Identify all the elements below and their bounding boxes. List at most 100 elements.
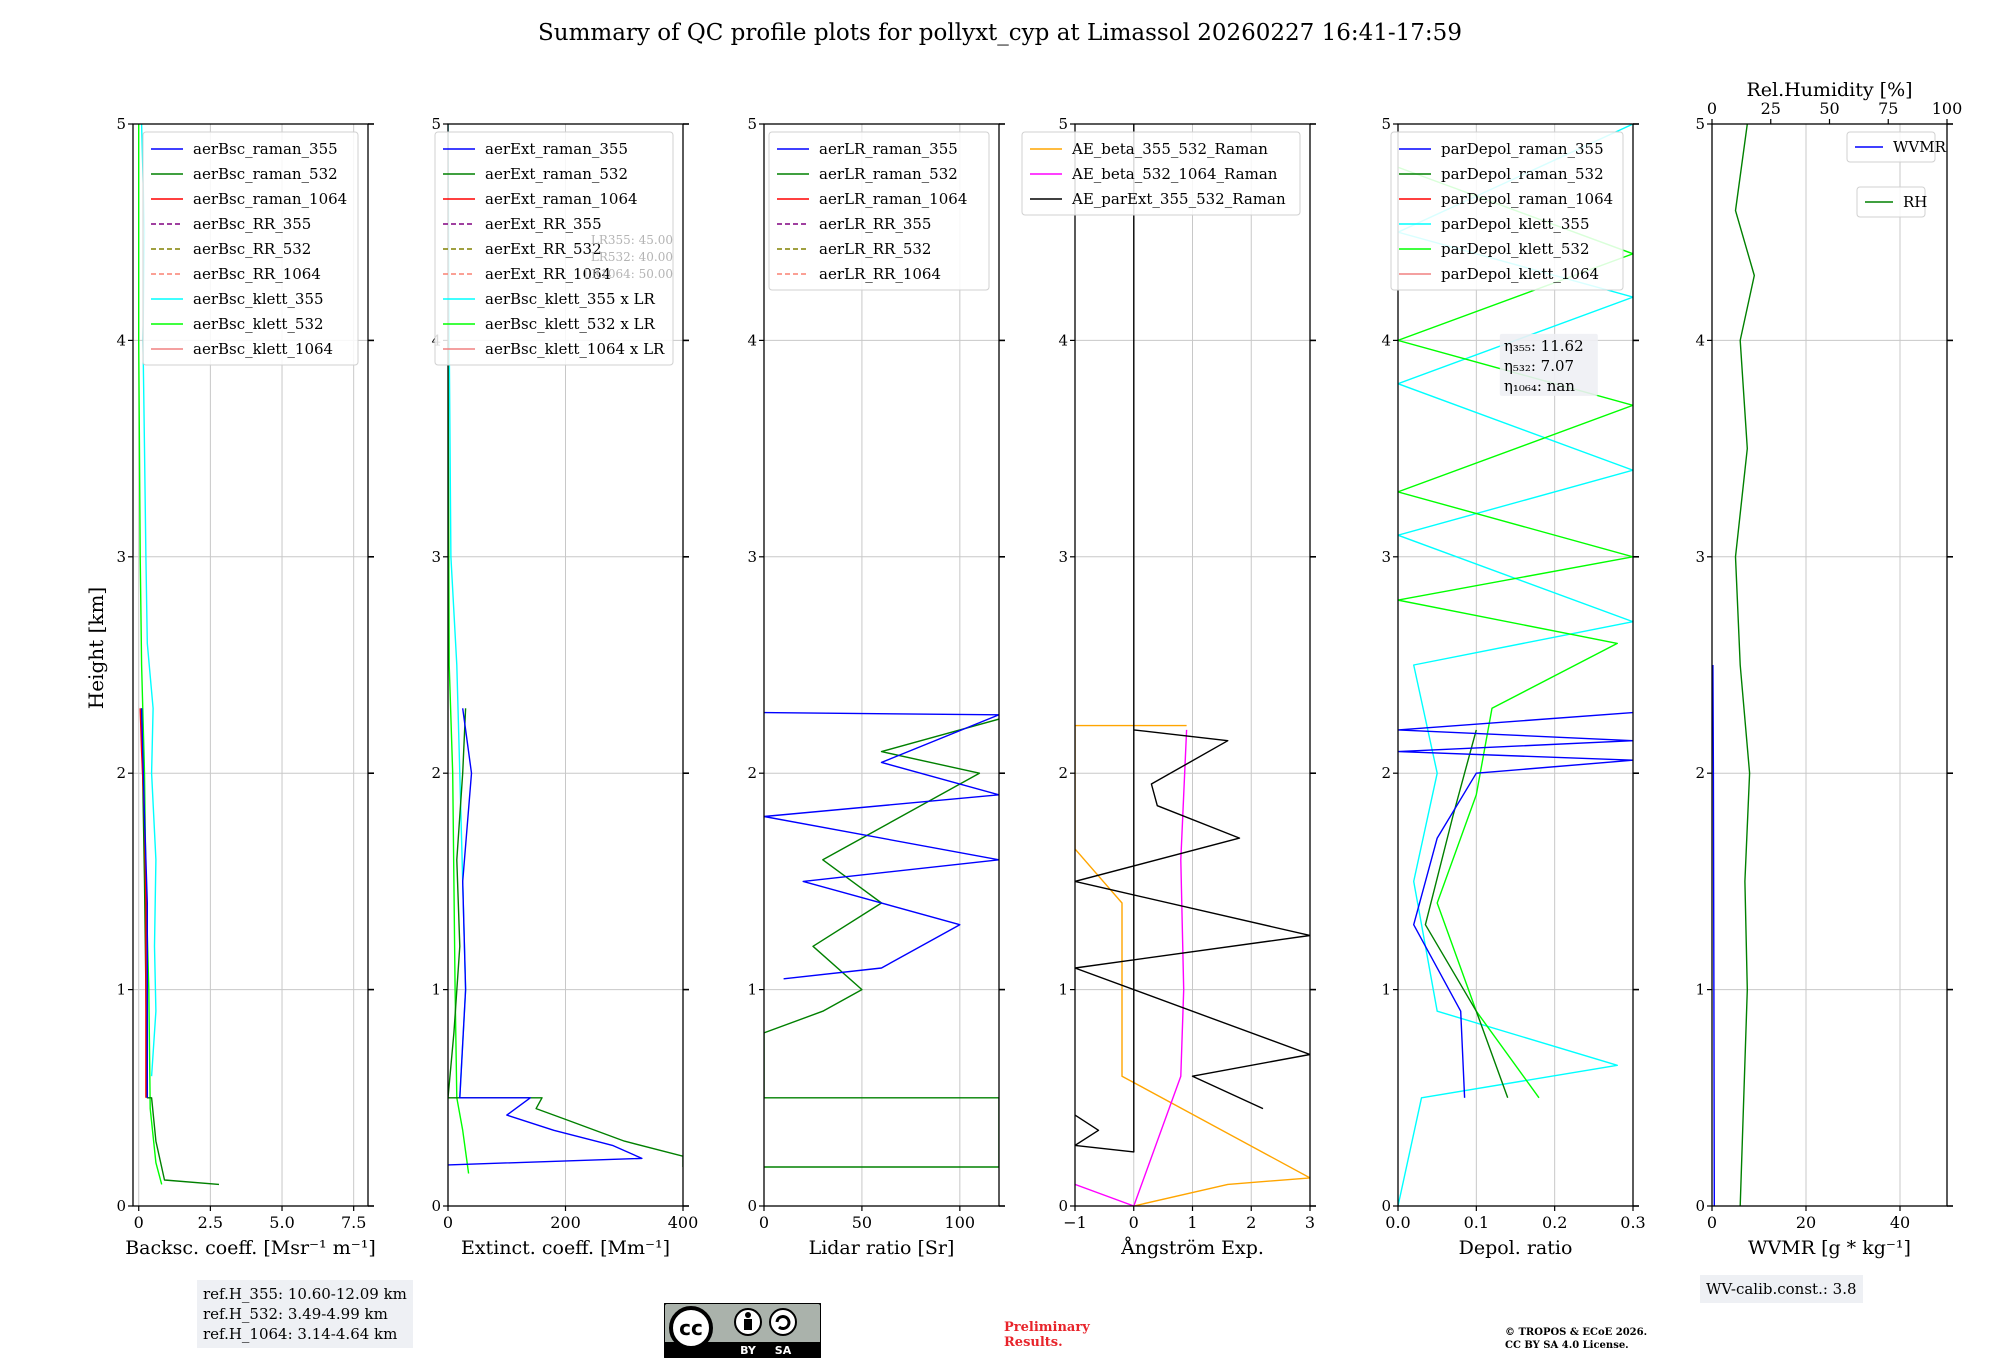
series-parDepol_klett_532 (1398, 166, 1633, 1099)
series-group (1398, 124, 1633, 1206)
x-axis-label: WVMR [g * kg⁻¹] (1748, 1237, 1911, 1259)
legend-label: aerBsc_klett_1064 x LR (485, 340, 665, 358)
series-parDepol_klett_355 (1398, 124, 1633, 1206)
lr-inset-text: LR355: 45.00 (591, 233, 673, 247)
x-tick-label: 0 (1129, 1213, 1139, 1232)
series-aerBsc_klett_532 x LR (448, 340, 470, 1174)
legend: aerLR_raman_355 aerLR_raman_532 aerLR_rama… (768, 131, 990, 291)
x-axis-label: Backsc. coeff. [Msr⁻¹ m⁻¹] (125, 1237, 376, 1259)
x-tick-label: 40 (1890, 1213, 1910, 1232)
legend-label: AE_beta_355_532_Raman (1071, 140, 1268, 158)
y-tick-label: 2 (431, 764, 441, 782)
y-axis-label: Height [km] (84, 587, 108, 709)
x-tick-label: 400 (668, 1213, 699, 1232)
legend-label: aerBsc_raman_1064 (193, 190, 347, 208)
y-tick-label: 4 (1695, 331, 1705, 349)
series-aerExt_raman_355 (448, 708, 643, 1166)
y-tick-label: 3 (431, 548, 441, 566)
series-aerBsc_raman_532 (140, 708, 220, 1186)
y-tick-label: 0 (1695, 1197, 1705, 1215)
badge-sa-label: SA (775, 1344, 792, 1357)
preliminary-note: Preliminary Results. (1004, 1320, 1090, 1350)
legend-label: aerBsc_klett_355 x LR (485, 290, 656, 308)
cc-logo-text: cc (679, 1316, 703, 1340)
legend-label: aerLR_raman_355 (819, 140, 958, 158)
legend-label: aerLR_RR_1064 (819, 265, 941, 283)
x-tick-label: 0.3 (1620, 1213, 1645, 1232)
series-group (448, 124, 683, 1174)
panel-depol: 0 1 2 3 4 5 0.0 0.1 0.2 0.3 Depol. ratio parDepol_r… (1381, 115, 1645, 1259)
x-tick-label: 0 (759, 1213, 769, 1232)
wv-calib-text: WV-calib.const.: 3.8 (1706, 1280, 1857, 1298)
legend-label: aerBsc_klett_355 (193, 290, 324, 308)
ref-height-532: ref.H_532: 3.49-4.99 km (203, 1305, 388, 1323)
legend-label: aerExt_RR_355 (485, 215, 602, 233)
x-tick-label: 0 (134, 1213, 144, 1232)
y-tick-label: 3 (1695, 548, 1705, 566)
x-tick-label: 2 (1246, 1213, 1256, 1232)
legend-label: aerExt_raman_355 (485, 140, 628, 158)
y-tick-label: 3 (116, 548, 126, 566)
series-AE_beta_532_1064_Raman (1075, 729, 1188, 1206)
legend-label: aerLR_RR_532 (819, 240, 931, 258)
series-RH (1734, 124, 1756, 1206)
top-x-axis-label: Rel.Humidity [%] (1746, 79, 1912, 101)
legend: WVMR (1846, 131, 1947, 163)
legend-label: aerBsc_klett_1064 (193, 340, 333, 358)
legend-label: AE_beta_532_1064_Raman (1071, 165, 1278, 183)
x-tick-label: 100 (945, 1213, 976, 1232)
legend-box (1390, 131, 1624, 291)
legend-label: parDepol_raman_355 (1441, 140, 1604, 158)
legend-label: parDepol_klett_532 (1441, 240, 1590, 258)
series-AE_parExt_355_532_Raman (1075, 124, 1310, 1153)
y-tick-label: 1 (1695, 981, 1705, 999)
x-tick-label: 20 (1796, 1213, 1816, 1232)
y-tick-label: 2 (1381, 764, 1391, 782)
ref-height-1064: ref.H_1064: 3.14-4.64 km (203, 1325, 398, 1343)
legend-label: aerExt_RR_1064 (485, 265, 611, 283)
x-axis-label: Depol. ratio (1459, 1237, 1573, 1259)
copyright-line-2: CC BY SA 4.0 License. (1505, 1340, 1629, 1351)
top-x-tick-label: 0 (1707, 99, 1717, 118)
lr-inset-text: LR532: 40.00 (591, 250, 673, 264)
cc-by-sa-badge[interactable]: cc BY SA (664, 1303, 821, 1358)
x-axis-label: Extinct. coeff. [Mm⁻¹] (461, 1237, 670, 1259)
legend: AE_beta_355_532_Raman AE_beta_532_1064_Ra… (1021, 131, 1301, 216)
legend-label: aerLR_raman_1064 (819, 190, 967, 208)
y-tick-label: 2 (116, 764, 126, 782)
legend-label: AE_parExt_355_532_Raman (1071, 190, 1286, 208)
x-tick-label: 5.0 (269, 1213, 294, 1232)
axes-frame (1711, 123, 1948, 1207)
preliminary-line-2: Results. (1004, 1335, 1063, 1350)
eta-text: η₁₀₆₄: nan (1504, 377, 1575, 395)
series-AE_beta_355_532_Raman (1075, 724, 1310, 1206)
x-tick-label: 0 (443, 1213, 453, 1232)
legend-label: parDepol_raman_532 (1441, 165, 1604, 183)
series-aerLR_raman_355 (764, 711, 999, 980)
y-tick-label: 1 (1058, 981, 1068, 999)
series-WVMR (1712, 664, 1716, 1206)
y-tick-label: 1 (1381, 981, 1391, 999)
x-tick-label: 2.5 (198, 1213, 223, 1232)
wv-calibration-box: WV-calib.const.: 3.8 (1700, 1275, 1863, 1303)
y-tick-label: 0 (1381, 1197, 1391, 1215)
series-aerLR_raman_532 (764, 718, 999, 1168)
preliminary-line-1: Preliminary (1004, 1320, 1090, 1335)
legend-label: aerBsc_klett_532 x LR (485, 315, 656, 333)
eta-box (1499, 333, 1598, 396)
copyright-line-1: © TROPOS & ECoE 2026. (1505, 1327, 1648, 1338)
y-tick-label: 0 (116, 1197, 126, 1215)
x-tick-label: 50 (852, 1213, 872, 1232)
y-tick-label: 5 (1381, 115, 1391, 133)
legend-label: aerBsc_raman_355 (193, 140, 338, 158)
legend-box (434, 131, 674, 366)
top-x-tick-label: 50 (1819, 99, 1839, 118)
legend-label: aerExt_RR_532 (485, 240, 602, 258)
legend-label: aerBsc_RR_1064 (193, 265, 321, 283)
series-group (1712, 124, 1756, 1206)
legend: aerExt_raman_355 aerExt_raman_532 aerExt_r… (434, 131, 674, 366)
y-tick-label: 0 (431, 1197, 441, 1215)
x-tick-label: 0.1 (1464, 1213, 1489, 1232)
legend-label: aerBsc_klett_532 (193, 315, 324, 333)
